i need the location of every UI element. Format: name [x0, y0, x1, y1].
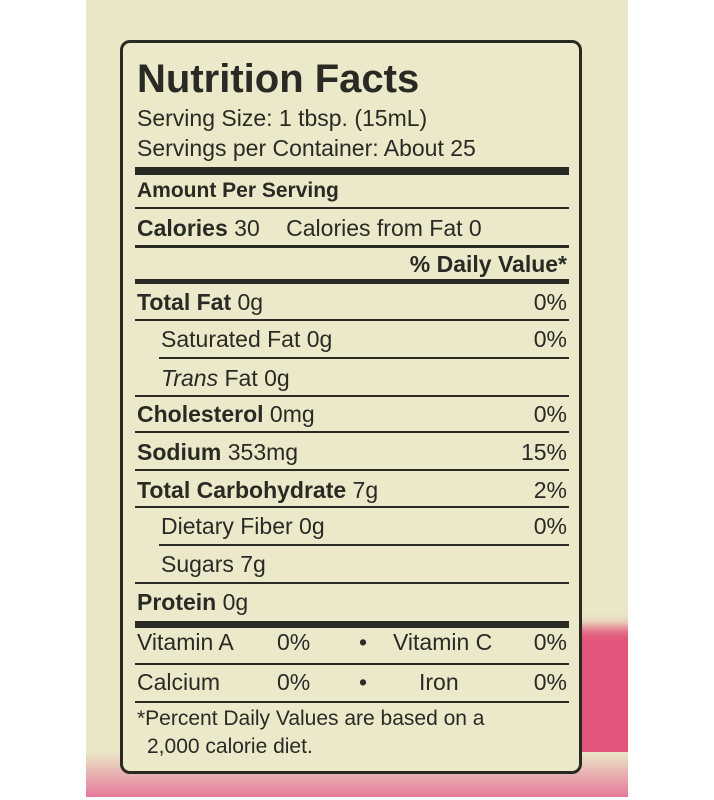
- nutrient-row-sodium: Sodium 353mg 15%: [137, 439, 567, 466]
- nutrient-amount: 0g: [222, 589, 249, 615]
- rule: [159, 357, 569, 359]
- servings-per-container: Servings per Container: About 25: [137, 135, 476, 161]
- serving-size: Serving Size: 1 tbsp. (15mL): [137, 105, 428, 131]
- nutrient-row-dietary-fiber: Dietary Fiber 0g 0%: [161, 513, 567, 540]
- nutrient-label: Saturated Fat 0g: [161, 326, 333, 352]
- nutrient-row-cholesterol: Cholesterol 0mg 0%: [137, 401, 567, 428]
- vitamin-dv: 0%: [277, 669, 311, 695]
- rule: [135, 395, 569, 397]
- nutrient-label: Sugars 7g: [161, 551, 266, 577]
- vitamin-label: Vitamin C: [393, 629, 493, 655]
- calories-value: 30: [234, 215, 260, 241]
- nutrient-dv: 15%: [520, 439, 567, 465]
- nutrient-row-total-fat: Total Fat 0g 0%: [137, 289, 567, 316]
- vitamin-label: Vitamin A: [137, 629, 234, 655]
- nutrient-label: Total Carbohydrate: [137, 477, 347, 503]
- nutrition-facts-label: Nutrition Facts Serving Size: 1 tbsp. (1…: [120, 40, 582, 774]
- nutrient-row-saturated-fat: Saturated Fat 0g 0%: [161, 326, 567, 353]
- bullet-separator: •: [359, 669, 368, 695]
- nutrient-amount: 0g: [237, 289, 264, 315]
- thick-rule: [135, 279, 569, 284]
- rule: [135, 663, 569, 665]
- vitamin-label: Calcium: [137, 669, 221, 695]
- rule: [135, 469, 569, 471]
- nutrient-row-sugars: Sugars 7g: [161, 551, 567, 578]
- nutrient-label: Sodium: [137, 439, 222, 465]
- vitamin-dv: 0%: [277, 629, 311, 655]
- nutrient-label: Fat 0g: [224, 365, 290, 391]
- nutrient-label: Protein: [137, 589, 217, 615]
- rule: [135, 582, 569, 584]
- calories-row: Calories 30 Calories from Fat 0: [137, 215, 567, 242]
- footnote-line-2: 2,000 calorie diet.: [147, 735, 313, 758]
- nutrient-label-italic: Trans: [161, 365, 219, 391]
- thick-rule: [135, 621, 569, 628]
- label-title: Nutrition Facts: [137, 57, 420, 101]
- rule: [135, 431, 569, 433]
- amount-per-serving: Amount Per Serving: [137, 179, 339, 202]
- rule: [135, 701, 569, 703]
- nutrient-dv: 0%: [533, 326, 567, 352]
- nutrient-dv: 0%: [533, 289, 567, 315]
- nutrient-dv: 2%: [533, 477, 567, 503]
- calories-label: Calories: [137, 215, 228, 241]
- vitamin-dv: 0%: [533, 629, 567, 655]
- rule: [135, 245, 569, 248]
- dv-header: % Daily Value*: [409, 251, 567, 277]
- nutrient-amount: 353mg: [227, 439, 299, 465]
- nutrient-amount: 0mg: [269, 401, 315, 427]
- rule: [159, 544, 569, 546]
- rule: [135, 319, 569, 321]
- nutrient-label: Dietary Fiber 0g: [161, 513, 325, 539]
- footnote-line-1: *Percent Daily Values are based on a: [137, 707, 485, 730]
- bullet-separator: •: [359, 629, 368, 655]
- nutrient-dv: 0%: [533, 513, 567, 539]
- nutrient-amount: 7g: [352, 477, 379, 503]
- nutrient-row-protein: Protein 0g: [137, 589, 567, 616]
- vitamin-label: Iron: [419, 669, 459, 695]
- calories-from-fat: Calories from Fat 0: [286, 215, 482, 241]
- nutrient-dv: 0%: [533, 401, 567, 427]
- rule: [135, 207, 569, 209]
- nutrient-label: Cholesterol: [137, 401, 264, 427]
- nutrient-row-total-carbohydrate: Total Carbohydrate 7g 2%: [137, 477, 567, 504]
- thick-rule: [135, 167, 569, 175]
- rule: [135, 506, 569, 508]
- nutrient-row-trans-fat: Trans Fat 0g: [161, 365, 567, 392]
- vitamin-dv: 0%: [533, 669, 567, 695]
- nutrient-label: Total Fat: [137, 289, 232, 315]
